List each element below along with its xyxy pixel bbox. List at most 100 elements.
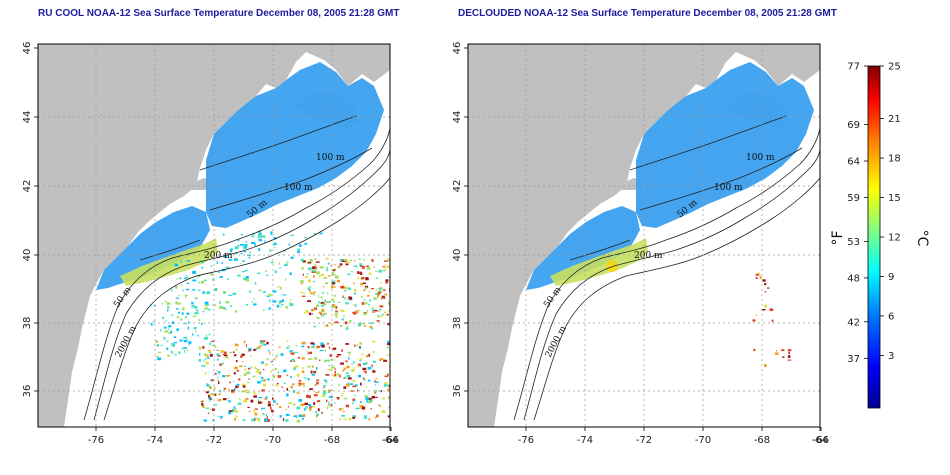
sst-pixel bbox=[347, 377, 352, 380]
sst-pixel bbox=[152, 320, 156, 322]
sst-pixel bbox=[353, 369, 355, 372]
sst-pixel bbox=[333, 306, 336, 308]
right-lon-tick-label: -70 bbox=[695, 435, 711, 446]
sst-pixel bbox=[312, 275, 315, 278]
sst-pixel bbox=[305, 276, 308, 279]
sst-pixel bbox=[209, 396, 212, 400]
right-lon-tick-label: -66 bbox=[813, 435, 829, 446]
sst-pixel bbox=[217, 358, 219, 361]
sst-pixel bbox=[283, 354, 285, 356]
sst-pixel bbox=[346, 375, 351, 378]
sst-pixel bbox=[305, 309, 309, 313]
sst-pixel bbox=[326, 399, 328, 402]
sst-pixel bbox=[220, 417, 222, 419]
sst-pixel bbox=[345, 404, 350, 408]
sst-pixel bbox=[290, 360, 292, 362]
sst-pixel bbox=[384, 375, 389, 377]
sst-pixel bbox=[305, 406, 308, 409]
left-map-panel: 100 m 100 m 50 m 200 m 50 m 2000 m -76 -7… bbox=[22, 42, 399, 446]
sst-pixel bbox=[345, 302, 349, 305]
sst-pixel bbox=[309, 388, 313, 390]
sst-pixel bbox=[218, 381, 220, 385]
sst-pixel bbox=[248, 349, 251, 352]
sst-pixel bbox=[258, 239, 263, 242]
sst-pixel bbox=[363, 299, 366, 301]
sst-pixel bbox=[182, 289, 184, 292]
sst-pixel bbox=[344, 260, 348, 263]
sst-pixel bbox=[362, 377, 365, 380]
sst-pixel bbox=[782, 356, 785, 358]
sst-pixel bbox=[313, 372, 315, 374]
sst-pixel bbox=[293, 367, 296, 371]
sst-pixel bbox=[332, 286, 336, 288]
sst-pixel bbox=[236, 383, 240, 386]
sst-pixel bbox=[237, 402, 242, 405]
sst-pixel bbox=[359, 346, 361, 349]
right-contour-label-100m-a: 100 m bbox=[746, 153, 775, 163]
sst-pixel bbox=[364, 370, 367, 374]
sst-pixel bbox=[388, 406, 390, 409]
sst-pixel bbox=[221, 262, 223, 264]
sst-pixel bbox=[218, 371, 220, 375]
sst-pixel bbox=[236, 385, 239, 389]
sst-pixel bbox=[315, 419, 318, 421]
sst-pixel bbox=[377, 294, 379, 298]
sst-pixel bbox=[372, 370, 376, 373]
sst-pixel bbox=[362, 367, 367, 370]
sst-pixel bbox=[364, 302, 368, 305]
sst-pixel bbox=[314, 258, 317, 260]
sst-pixel bbox=[266, 341, 269, 345]
sst-pixel bbox=[283, 382, 286, 384]
sst-pixel bbox=[251, 235, 255, 238]
sst-pixel bbox=[343, 258, 347, 261]
sst-pixel bbox=[368, 303, 370, 306]
sst-pixel bbox=[348, 296, 353, 300]
sst-pixel bbox=[357, 310, 361, 312]
sst-pixel bbox=[285, 413, 288, 417]
sst-pixel bbox=[379, 288, 381, 291]
sst-pixel bbox=[287, 405, 289, 408]
sst-pixel bbox=[352, 361, 355, 364]
sst-pixel bbox=[296, 419, 301, 423]
sst-pixel bbox=[357, 389, 359, 392]
sst-pixel bbox=[270, 231, 273, 234]
sst-pixel bbox=[268, 293, 272, 296]
sst-pixel bbox=[204, 372, 207, 375]
right-lat-tick-label: 36 bbox=[452, 385, 463, 398]
sst-pixel bbox=[186, 282, 190, 284]
sst-pixel bbox=[321, 308, 324, 312]
sst-pixel bbox=[190, 305, 195, 307]
sst-pixel bbox=[253, 348, 256, 351]
sst-pixel bbox=[237, 239, 240, 242]
sst-pixel bbox=[298, 414, 302, 417]
sst-pixel bbox=[175, 286, 178, 289]
sst-pixel bbox=[223, 387, 226, 390]
sst-pixel bbox=[764, 304, 768, 308]
sst-pixel bbox=[331, 366, 335, 369]
sst-pixel bbox=[359, 342, 362, 345]
sst-pixel bbox=[380, 390, 382, 393]
sst-pixel bbox=[256, 369, 260, 372]
sst-pixel bbox=[365, 265, 370, 267]
sst-pixel bbox=[375, 381, 379, 383]
sst-pixel bbox=[264, 240, 266, 243]
sst-pixel bbox=[373, 265, 375, 268]
sst-pixel bbox=[290, 352, 295, 355]
sst-pixel bbox=[257, 417, 260, 419]
sst-pixel bbox=[372, 311, 376, 313]
sst-pixel bbox=[312, 365, 314, 368]
sst-pixel bbox=[246, 371, 251, 375]
sst-pixel bbox=[330, 306, 335, 308]
sst-pixel bbox=[367, 379, 371, 382]
sst-pixel bbox=[337, 266, 341, 268]
sst-pixel bbox=[354, 395, 356, 397]
sst-pixel bbox=[259, 344, 262, 347]
sst-pixel bbox=[204, 279, 207, 281]
sst-pixel bbox=[233, 380, 235, 383]
sst-pixel bbox=[174, 354, 177, 356]
sst-pixel bbox=[369, 299, 371, 302]
sst-pixel bbox=[256, 371, 260, 374]
sst-pixel bbox=[183, 322, 187, 325]
sst-pixel bbox=[316, 415, 318, 418]
sst-pixel bbox=[320, 302, 325, 304]
